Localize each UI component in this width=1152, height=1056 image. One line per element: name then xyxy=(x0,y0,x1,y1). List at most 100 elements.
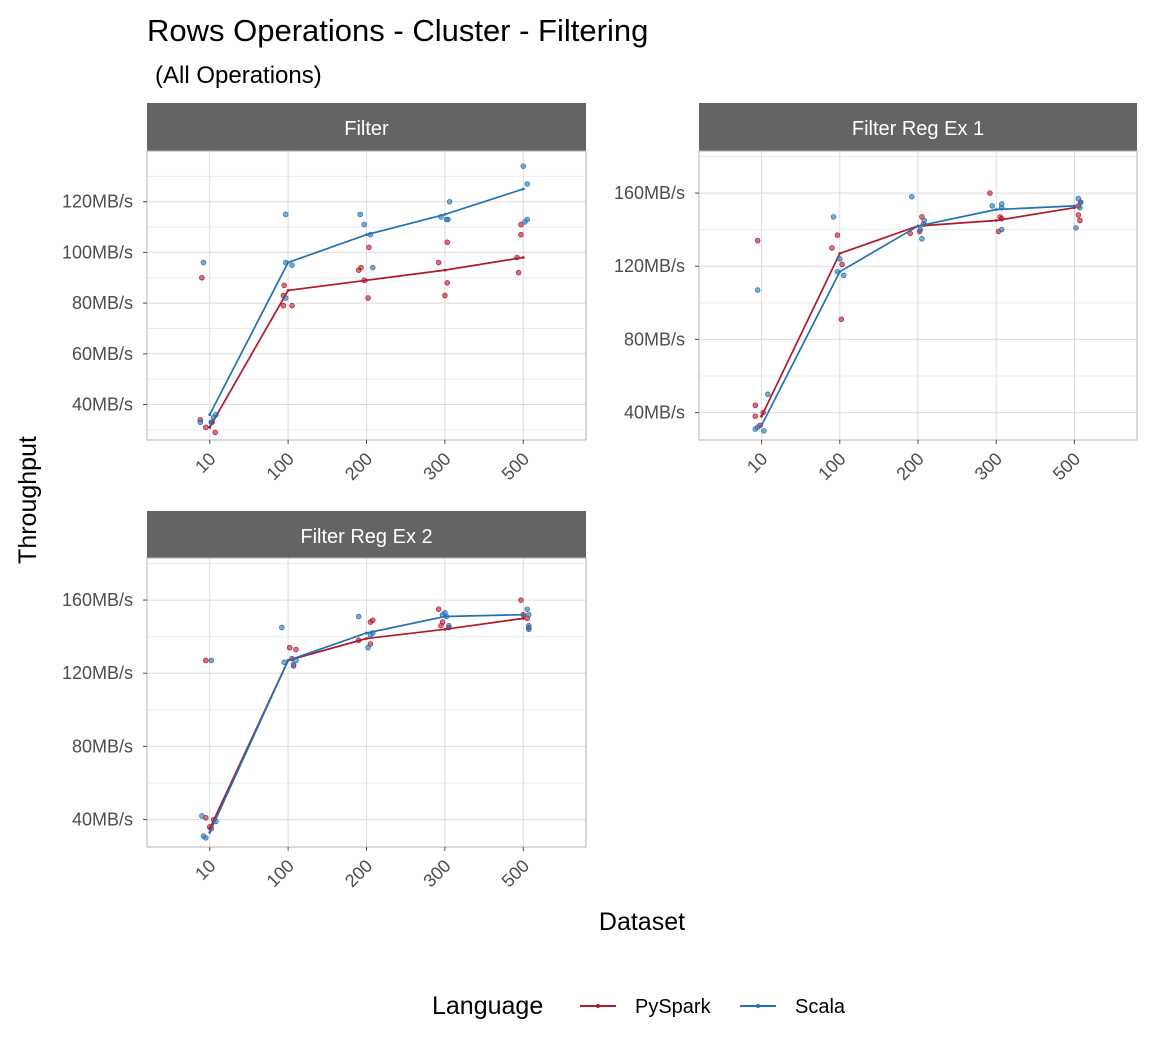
y-tick-label: 160MB/s xyxy=(614,183,685,203)
data-point xyxy=(366,244,372,251)
y-tick-label: 80MB/s xyxy=(72,293,133,313)
data-point xyxy=(829,245,835,251)
data-point xyxy=(361,221,367,228)
x-tick-label: 10 xyxy=(191,856,219,884)
y-tick-label: 100MB/s xyxy=(62,242,133,262)
series-mean-point xyxy=(286,289,290,292)
x-tick-label: 10 xyxy=(191,449,219,477)
data-point xyxy=(1073,225,1079,231)
series-mean-point xyxy=(994,208,998,211)
data-point xyxy=(998,201,1005,207)
series-scala-filter xyxy=(197,163,530,426)
data-point xyxy=(518,221,524,228)
data-point xyxy=(526,626,532,633)
x-tick-label: 300 xyxy=(971,449,1006,484)
data-point xyxy=(526,611,532,618)
data-point xyxy=(355,613,362,620)
series-mean-point xyxy=(838,252,842,255)
series-mean-point xyxy=(208,425,212,429)
data-point xyxy=(1077,199,1084,205)
x-axis-label: Dataset xyxy=(599,908,685,936)
data-point xyxy=(199,813,205,819)
data-point xyxy=(754,237,761,244)
data-point xyxy=(444,280,450,286)
x-tick-label: 100 xyxy=(814,449,849,484)
chart-subtitle: (All Operations) xyxy=(155,62,322,89)
series-mean-point xyxy=(443,212,447,216)
series-mean-point xyxy=(916,224,920,228)
legend-label: Scala xyxy=(795,996,846,1018)
data-point xyxy=(444,239,450,246)
series-mean-point xyxy=(365,637,368,640)
data-point xyxy=(524,181,530,187)
data-point xyxy=(524,606,530,612)
data-point xyxy=(908,193,915,200)
panel-strip-label-filter-reg-ex-1: Filter Reg Ex 1 xyxy=(852,118,984,140)
data-point xyxy=(752,413,759,419)
data-point xyxy=(830,214,837,220)
series-mean-point xyxy=(838,270,842,274)
series-mean-point xyxy=(994,219,998,222)
data-point xyxy=(1077,217,1083,224)
y-tick-label: 120MB/s xyxy=(62,192,133,212)
x-tick-label: 300 xyxy=(419,449,454,484)
legend: Language PySpark Scala xyxy=(432,992,846,1020)
data-point xyxy=(765,391,771,398)
x-tick-label: 10 xyxy=(743,449,771,477)
data-point xyxy=(365,644,371,651)
x-tick-label: 500 xyxy=(498,856,533,891)
data-point xyxy=(203,835,209,841)
chart-title: Rows Operations - Cluster - Filtering xyxy=(147,13,648,48)
data-point xyxy=(357,211,363,218)
data-point xyxy=(446,622,452,629)
data-point xyxy=(442,292,448,299)
data-point xyxy=(1077,204,1083,211)
panel-strip-label-filter-reg-ex-2: Filter Reg Ex 2 xyxy=(300,526,432,548)
y-tick-label: 80MB/s xyxy=(72,736,133,756)
data-point xyxy=(200,259,207,266)
data-point xyxy=(445,216,451,223)
panel-filter: Filter 40MB/s 60MB/s 80MB/s 100MB/s 120MB/s 10… xyxy=(62,103,587,484)
data-point xyxy=(197,419,204,426)
panel-strip-filter-reg-ex-2 xyxy=(147,511,586,558)
y-tick-label: 120MB/s xyxy=(62,663,133,683)
data-point xyxy=(998,226,1005,233)
panel-filter-reg-ex-1: Filter Reg Ex 1 40MB/s 80MB/s 120MB/s 160MB/… xyxy=(614,103,1138,484)
data-point xyxy=(203,424,209,431)
series-mean-point xyxy=(1073,204,1076,208)
y-tick-label: 40MB/s xyxy=(72,810,133,830)
data-point xyxy=(293,646,299,653)
legend-key-point xyxy=(756,1004,760,1008)
x-tick-label: 200 xyxy=(892,449,927,484)
x-tick-label: 100 xyxy=(263,856,298,891)
x-tick-label: 200 xyxy=(341,856,376,891)
data-point xyxy=(283,211,289,218)
data-point xyxy=(289,262,295,268)
data-point xyxy=(289,302,295,309)
series-mean-point xyxy=(443,268,447,272)
data-point xyxy=(435,606,442,612)
data-point xyxy=(997,214,1003,220)
series-mean-point xyxy=(443,627,447,631)
series-mean-point xyxy=(760,423,763,427)
data-point xyxy=(518,231,524,238)
series-mean-point xyxy=(521,187,525,191)
legend-title: Language xyxy=(432,992,543,1020)
series-mean-point xyxy=(521,613,525,617)
data-point xyxy=(279,624,285,631)
data-point xyxy=(987,190,993,196)
series-scala-filter-reg-ex-2 xyxy=(199,606,532,841)
data-point xyxy=(439,619,446,625)
data-point xyxy=(754,424,761,430)
data-point xyxy=(524,216,530,223)
series-mean-point xyxy=(286,659,290,662)
data-point xyxy=(446,198,453,205)
series-mean-point xyxy=(365,233,368,237)
data-point xyxy=(919,236,925,242)
y-tick-label: 40MB/s xyxy=(72,395,133,415)
data-point xyxy=(515,269,522,276)
data-point xyxy=(281,282,287,289)
series-mean-point xyxy=(365,278,368,282)
legend-label: PySpark xyxy=(635,996,712,1018)
